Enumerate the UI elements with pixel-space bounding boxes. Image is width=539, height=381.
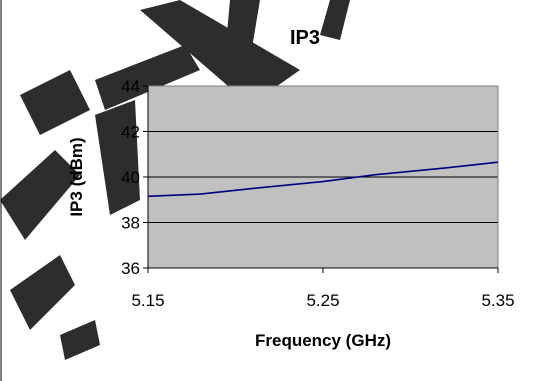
watermark-stroke (95, 45, 200, 110)
watermark-stroke (225, 0, 260, 60)
series-line (147, 161, 499, 198)
watermark-stroke (320, 0, 350, 40)
y-axis-label: IP3 (dBm) (67, 137, 86, 216)
watermark-stroke (10, 255, 75, 330)
x-tick-label: 5.25 (306, 291, 339, 310)
series-group (147, 161, 499, 198)
y-tick-labels: 36 38 40 42 44 (121, 77, 148, 278)
y-tick-label: 36 (121, 259, 140, 278)
y-tick-label: 44 (121, 77, 140, 96)
x-axis-label: Frequency (GHz) (255, 331, 391, 350)
x-tick-label: 5.35 (481, 291, 514, 310)
y-tick-label: 42 (121, 123, 140, 142)
watermark-stroke (140, 0, 300, 105)
x-tick-label: 5.15 (131, 291, 164, 310)
watermark-stroke (0, 150, 80, 240)
watermark-stroke (60, 320, 100, 360)
chart-title: IP3 (290, 27, 320, 49)
y-tick-label: 38 (121, 214, 140, 233)
y-tick-label: 40 (121, 168, 140, 187)
x-tick-labels: 5.15 5.25 5.35 (131, 268, 515, 310)
watermark-stroke (20, 70, 90, 135)
watermark-stroke (95, 100, 140, 215)
